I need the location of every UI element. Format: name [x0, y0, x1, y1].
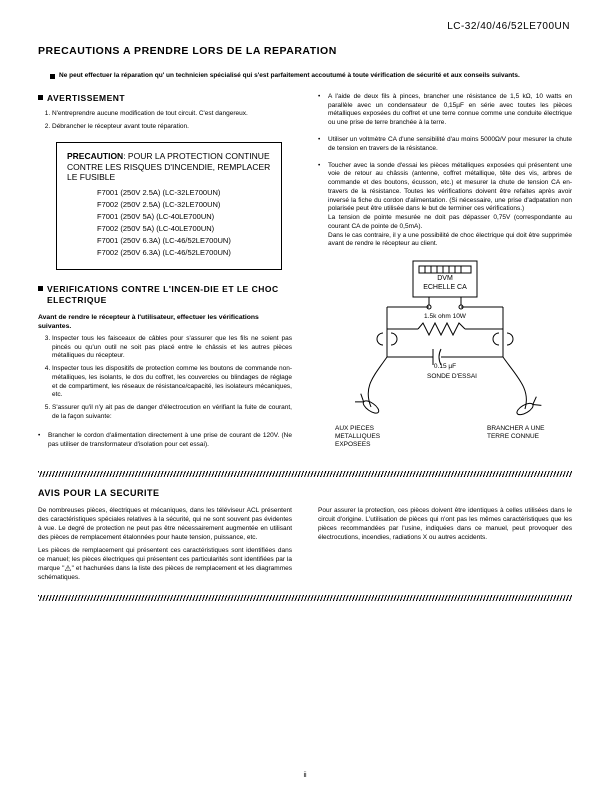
model-number: LC-32/40/46/52LE700UN: [447, 20, 570, 34]
verification-item: Inspecter tous les faisceaux de câbles p…: [52, 335, 292, 361]
resistor-label: 1.5k ohm 10W: [423, 313, 467, 321]
right-bullet-item: Utiliser un voltmètre CA d'une sensibili…: [318, 136, 572, 154]
hatched-divider: [38, 595, 572, 601]
avertissement-heading: AVERTISSEMENT: [38, 93, 292, 104]
verification-item: Inspecter tous les dispositifs de protec…: [52, 365, 292, 400]
fuse-line: F7002 (250V 5A) (LC-40LE700UN): [97, 224, 271, 234]
hatched-divider: [38, 471, 572, 477]
left-clip-label: AUX PIECES METALLIQUES EXPOSEES: [335, 425, 405, 448]
avis-left-p1: De nombreuses pièces, électriques et méc…: [38, 507, 292, 542]
page-number: ii: [0, 771, 610, 780]
avis-heading: AVIS POUR LA SECURITE: [38, 487, 572, 499]
avis-left-column: De nombreuses pièces, électriques et méc…: [38, 507, 292, 587]
avis-right-column: Pour assurer la protection, ces pièces d…: [318, 507, 572, 587]
capacitor-label: 0.15 µF: [425, 363, 465, 371]
square-bullet-icon: [38, 95, 43, 100]
warning-triangle-icon: ⚠: [64, 565, 71, 573]
avis-left-p2: Les pièces de remplacement qui présenten…: [38, 547, 292, 582]
verification-item: S'assurer qu'il n'y ait pas de danger d'…: [52, 404, 292, 422]
verifications-heading: VERIFICATIONS CONTRE L'INCEN-DIE ET LE C…: [38, 284, 292, 307]
probe-label: SONDE D'ESSAI: [417, 373, 487, 381]
verifications-lead: Avant de rendre le récepteur à l'utilisa…: [38, 313, 292, 331]
square-bullet-icon: [38, 286, 43, 291]
avertissement-heading-text: AVERTISSEMENT: [47, 93, 125, 104]
fuse-line: F7001 (250V 6.3A) (LC-46/52LE700UN): [97, 236, 271, 246]
fuse-line: F7001 (250V 5A) (LC-40LE700UN): [97, 212, 271, 222]
avertissement-item: Débrancher le récepteur avant toute répa…: [52, 123, 292, 132]
verifications-heading-text: VERIFICATIONS CONTRE L'INCEN-DIE ET LE C…: [47, 284, 292, 307]
page-title: PRECAUTIONS A PRENDRE LORS DE LA REPARAT…: [38, 44, 572, 58]
right-bullet-item: A l'aide de deux fils à pinces, brancher…: [318, 93, 572, 128]
square-bullet-icon: [50, 74, 55, 79]
avertissement-item: N'entreprendre aucune modification de to…: [52, 110, 292, 119]
verifications-list: Inspecter tous les faisceaux de câbles p…: [38, 335, 292, 422]
precaution-box: PRECAUTION: POUR LA PROTECTION CONTINUE …: [56, 142, 282, 270]
precaution-lead: PRECAUTION: [67, 151, 123, 161]
intro-paragraph: Ne peut effectuer la réparation qu' un t…: [50, 72, 572, 81]
test-schematic: DVMECHELLE CA 1.5k ohm 10W 0.15 µF SONDE…: [333, 257, 557, 457]
dvm-label: DVMECHELLE CA: [413, 275, 477, 292]
verifications-sub-bullet: Brancher le cordon d'alimentation direct…: [38, 432, 292, 450]
avertissement-list: N'entreprendre aucune modification de to…: [38, 110, 292, 132]
fuse-line: F7002 (250V 2.5A) (LC-32LE700UN): [97, 200, 271, 210]
left-column: AVERTISSEMENT N'entreprendre aucune modi…: [38, 93, 292, 463]
right-column: A l'aide de deux fils à pinces, brancher…: [318, 93, 572, 463]
right-bullet-item: Toucher avec la sonde d'essai les pièces…: [318, 162, 572, 250]
right-clip-label: BRANCHER A UNE TERRE CONNUE: [487, 425, 561, 441]
avis-right-p: Pour assurer la protection, ces pièces d…: [318, 507, 572, 542]
fuse-line: F7001 (250V 2.5A) (LC-32LE700UN): [97, 188, 271, 198]
intro-text: Ne peut effectuer la réparation qu' un t…: [59, 72, 520, 81]
fuse-line: F7002 (250V 6.3A) (LC-46/52LE700UN): [97, 248, 271, 258]
right-bullet-list: A l'aide de deux fils à pinces, brancher…: [318, 93, 572, 249]
